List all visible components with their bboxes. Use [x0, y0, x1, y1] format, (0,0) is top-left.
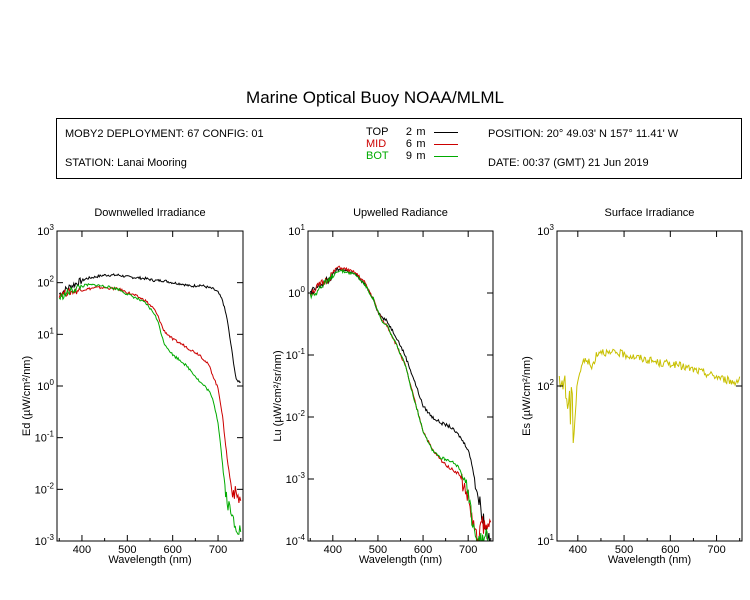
ed-ytick-label: 102: [37, 275, 54, 290]
lu-ytick-label: 10-4: [286, 533, 306, 548]
legend-name: BOT: [366, 150, 389, 162]
ed-xtick-label: 600: [164, 544, 182, 556]
ed-ytick-label: 101: [37, 326, 54, 341]
legend-unit: m: [416, 150, 426, 162]
lu-xaxis-label: Wavelength (nm): [359, 554, 442, 566]
legend-unit: m: [416, 126, 426, 138]
es-chart: Surface Irradiance 400 500 600 700 Wavelength…: [521, 207, 743, 566]
lu-series-mid: [309, 265, 492, 541]
legend-line: [434, 155, 458, 157]
legend-line: [434, 143, 458, 145]
lu-ytick-label: 100: [288, 285, 305, 300]
legend-name: TOP: [366, 126, 389, 138]
deployment-text: MOBY2 DEPLOYMENT: 67 CONFIG: 01: [65, 128, 264, 140]
es-xtick-label: 700: [707, 544, 725, 556]
legend-name: MID: [366, 138, 387, 150]
ed-xtick-label: 500: [118, 544, 136, 556]
legend-entry-mid: MID 6 m: [366, 138, 458, 150]
es-ytick-label: 103: [537, 223, 554, 238]
lu-xtick-label: 700: [459, 544, 477, 556]
ed-xaxis-label: Wavelength (nm): [108, 554, 191, 566]
lu-xtick-label: 500: [369, 544, 387, 556]
ed-xtick-label: 400: [73, 544, 91, 556]
lu-ytick-label: 10-3: [286, 471, 306, 486]
legend-entry-top: TOP 2 m: [366, 126, 458, 138]
ed-chart: Downwelled Irradiance 400 500 600 700 Wavelen…: [21, 207, 244, 566]
ed-ytick-label: 103: [37, 223, 54, 238]
legend-depth: 2: [405, 126, 412, 138]
es-ytick-label: 102: [537, 378, 554, 393]
legend-unit: m: [416, 138, 426, 150]
lu-chart: Upwelled Radiance 400 500 600 700 Wavelength …: [272, 207, 494, 566]
lu-xtick-label: 400: [324, 544, 342, 556]
es-ytick-label: 101: [537, 533, 554, 548]
legend-line: [434, 131, 458, 133]
lu-ytick-label: 10-1: [286, 347, 306, 362]
position-text: POSITION: 20° 49.03' N 157° 11.41' W: [488, 128, 679, 140]
ed-plot-frame: [56, 230, 244, 542]
ed-series-mid: [58, 285, 242, 503]
es-yaxis-label: Es (µW/cm²/nm): [521, 356, 533, 436]
legend-entry-bot: BOT 9 m: [366, 150, 458, 162]
ed-xtick-label: 700: [209, 544, 227, 556]
ed-ytick-label: 10-3: [35, 533, 55, 548]
legend-depth: 9: [405, 150, 412, 162]
date-text: DATE: 00:37 (GMT) 21 Jun 2019: [488, 157, 649, 169]
es-plot-frame: [556, 230, 743, 542]
page-title: Marine Optical Buoy NOAA/MLML: [246, 88, 504, 107]
es-xtick-label: 500: [615, 544, 633, 556]
ed-ytick-label: 10-1: [35, 430, 55, 445]
lu-ytick-label: 10-2: [286, 409, 306, 424]
ed-series-bot: [58, 283, 242, 535]
ed-yaxis-label: Ed (µW/cm²/nm): [21, 356, 33, 436]
lu-series-bot: [309, 268, 491, 541]
es-xtick-label: 400: [569, 544, 587, 556]
ed-chart-title: Downwelled Irradiance: [94, 207, 205, 219]
ed-series-top: [58, 273, 241, 384]
es-xaxis-label: Wavelength (nm): [608, 554, 691, 566]
lu-series-top: [309, 266, 491, 541]
legend-depth: 6: [405, 138, 412, 150]
lu-ytick-label: 101: [288, 223, 305, 238]
es-chart-title: Surface Irradiance: [605, 207, 695, 219]
ed-ytick-label: 100: [37, 378, 54, 393]
lu-xtick-label: 600: [414, 544, 432, 556]
station-text: STATION: Lanai Mooring: [65, 157, 187, 169]
lu-yaxis-label: Lu (µW/cm²/sr/nm): [272, 350, 284, 441]
info-box: MOBY2 DEPLOYMENT: 67 CONFIG: 01 STATION:…: [56, 118, 742, 179]
es-series-es: [558, 348, 741, 444]
es-xtick-label: 600: [661, 544, 679, 556]
ed-ytick-label: 10-2: [35, 481, 55, 496]
lu-chart-title: Upwelled Radiance: [353, 207, 448, 219]
